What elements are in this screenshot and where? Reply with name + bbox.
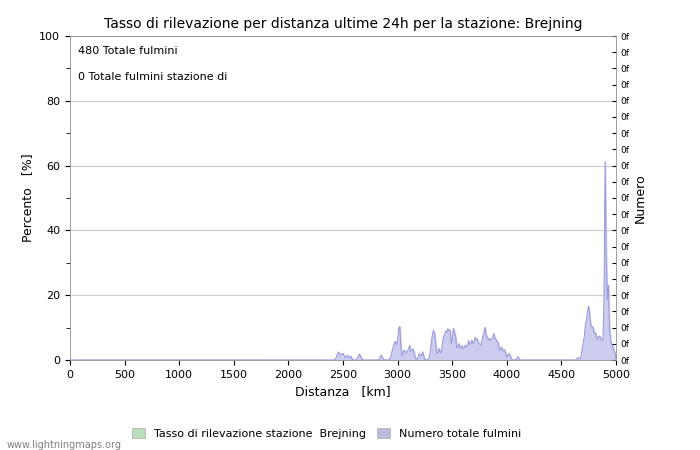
X-axis label: Distanza   [km]: Distanza [km] bbox=[295, 385, 391, 398]
Text: www.lightningmaps.org: www.lightningmaps.org bbox=[7, 440, 122, 450]
Y-axis label: Percento   [%]: Percento [%] bbox=[21, 154, 34, 242]
Legend: Tasso di rilevazione stazione  Brejning, Numero totale fulmini: Tasso di rilevazione stazione Brejning, … bbox=[127, 424, 526, 443]
Y-axis label: Numero: Numero bbox=[634, 173, 647, 223]
Text: 480 Totale fulmini: 480 Totale fulmini bbox=[78, 46, 178, 56]
Title: Tasso di rilevazione per distanza ultime 24h per la stazione: Brejning: Tasso di rilevazione per distanza ultime… bbox=[104, 17, 582, 31]
Text: 0 Totale fulmini stazione di: 0 Totale fulmini stazione di bbox=[78, 72, 228, 81]
